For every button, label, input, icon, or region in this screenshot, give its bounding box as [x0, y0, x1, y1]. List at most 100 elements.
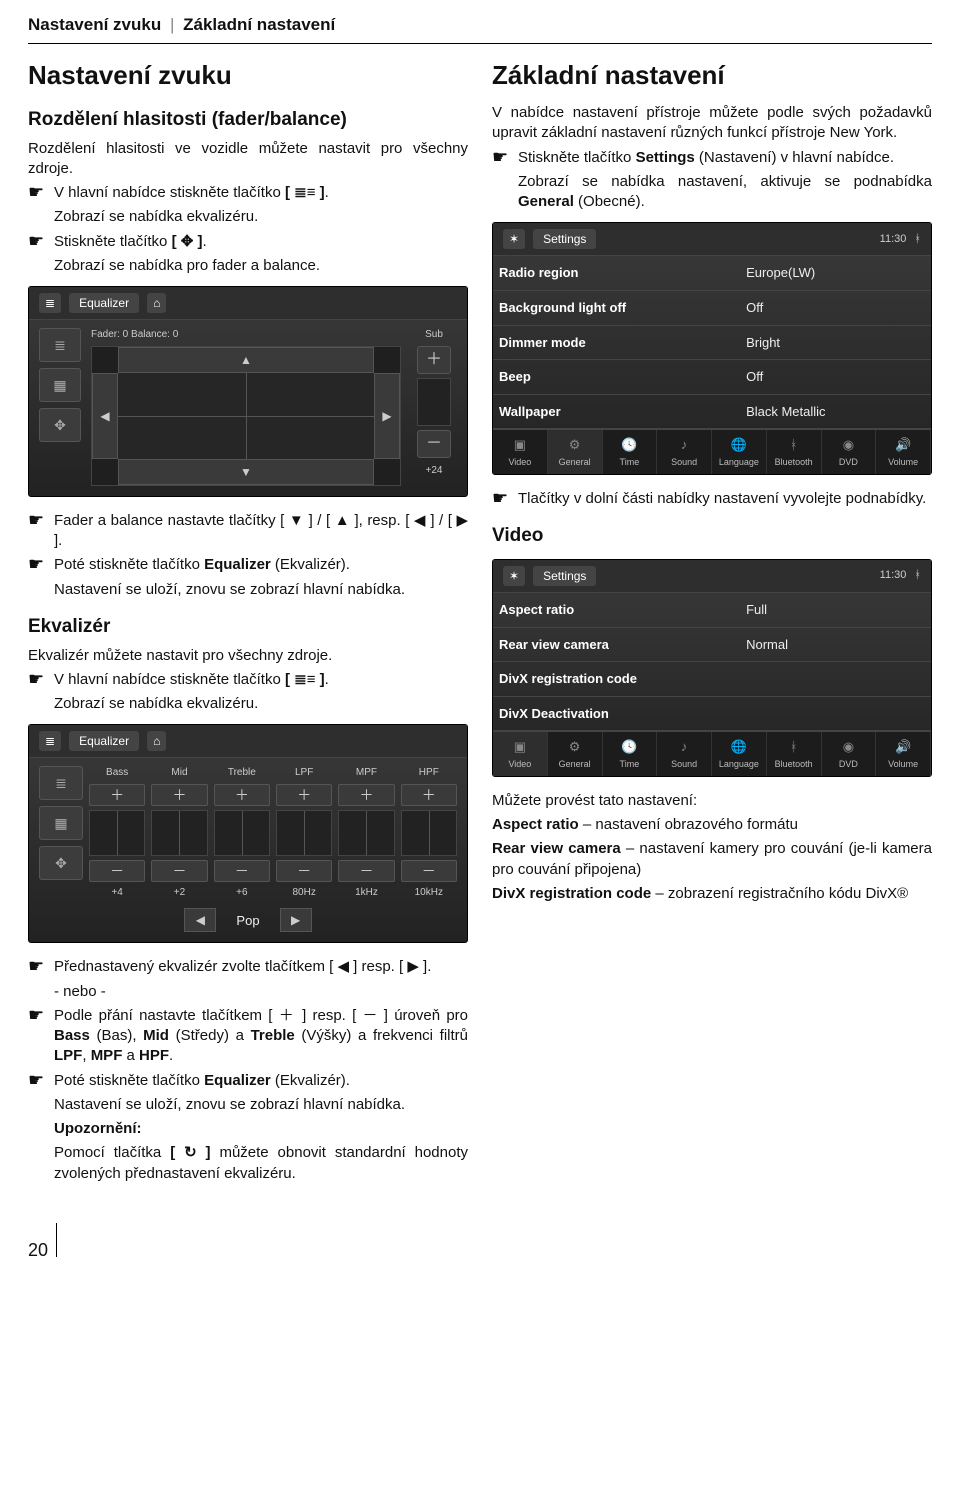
- fader-step-2: Stiskněte tlačítko [ ✥ ].: [54, 232, 468, 252]
- eq-preset-step: Přednastavený ekvalizér zvolte tlačítkem…: [54, 957, 468, 977]
- tab-general[interactable]: ⚙General: [548, 430, 603, 474]
- screen-title[interactable]: Equalizer: [69, 731, 139, 751]
- tab-language[interactable]: 🌐Language: [712, 430, 767, 474]
- eq-saved: Nastavení se uloží, znovu se zobrazí hla…: [54, 1095, 468, 1115]
- video-heading: Video: [492, 523, 932, 549]
- tab-dvd[interactable]: ◉DVD: [822, 732, 877, 776]
- eq-track[interactable]: [338, 810, 394, 856]
- tab-bluetooth[interactable]: ᚼBluetooth: [767, 430, 822, 474]
- tab-label: Volume: [888, 758, 918, 770]
- clock: 11:30: [880, 568, 907, 583]
- settings-row[interactable]: Dimmer modeBright: [493, 326, 931, 361]
- sub-track[interactable]: [417, 378, 451, 426]
- plus-button[interactable]: ＋: [338, 784, 394, 806]
- settings-row[interactable]: Radio regionEurope(LW): [493, 256, 931, 291]
- preset-icon[interactable]: ▦: [39, 806, 83, 840]
- home-icon[interactable]: ⌂: [147, 293, 166, 313]
- language-icon: 🌐: [731, 738, 747, 756]
- tab-sound[interactable]: ♪Sound: [657, 732, 712, 776]
- tab-sound[interactable]: ♪Sound: [657, 430, 712, 474]
- right-sub: Zobrazí se nabídka nastavení, aktivuje s…: [518, 172, 932, 213]
- right-heading: Základní nastavení: [492, 58, 932, 93]
- preset-icon[interactable]: ▦: [39, 368, 81, 402]
- plus-button[interactable]: ＋: [401, 784, 457, 806]
- arrow-right-icon[interactable]: ▶: [280, 908, 312, 932]
- eq-track[interactable]: [89, 810, 145, 856]
- minus-button[interactable]: －: [401, 860, 457, 882]
- minus-button[interactable]: －: [151, 860, 207, 882]
- general-icon: ⚙: [569, 436, 581, 454]
- tab-label: Bluetooth: [775, 758, 813, 770]
- settings-row[interactable]: WallpaperBlack Metallic: [493, 395, 931, 430]
- tab-label: Volume: [888, 456, 918, 468]
- plus-button[interactable]: ＋: [89, 784, 145, 806]
- eq-track[interactable]: [214, 810, 270, 856]
- tabs-step: Tlačítky v dolní části nabídky nastavení…: [518, 489, 932, 509]
- tab-dvd[interactable]: ◉DVD: [822, 430, 877, 474]
- tab-volume[interactable]: 🔊Volume: [876, 732, 931, 776]
- tab-volume[interactable]: 🔊 Volume: [876, 430, 931, 474]
- arrow-right-icon[interactable]: ▶: [374, 373, 400, 459]
- plus-button[interactable]: ＋: [417, 346, 451, 374]
- tab-video[interactable]: ▣Video: [493, 430, 548, 474]
- eq-pm-step: Podle přání nastavte tlačítkem [ ＋ ] res…: [54, 1006, 468, 1067]
- preset-icon[interactable]: ✥: [39, 846, 83, 880]
- right-column: Základní nastavení V nabídce nastavení p…: [492, 58, 932, 1188]
- settings-row[interactable]: Aspect ratioFull: [493, 593, 931, 628]
- tab-label: Time: [620, 456, 640, 468]
- minus-button[interactable]: －: [338, 860, 394, 882]
- settings-row[interactable]: DivX registration code: [493, 662, 931, 697]
- minus-button[interactable]: －: [214, 860, 270, 882]
- eq-icon: [ ≣≡ ]: [285, 671, 325, 688]
- settings-row[interactable]: DivX Deactivation: [493, 697, 931, 732]
- dvd-icon: ◉: [843, 436, 854, 454]
- arrow-up-icon[interactable]: ▲: [118, 347, 374, 373]
- fader-icon: [ ✥ ]: [172, 233, 203, 250]
- settings-row[interactable]: Background light offOff: [493, 291, 931, 326]
- fader-value-label: Fader: 0 Balance: 0: [91, 328, 401, 342]
- preset-icon[interactable]: ≣: [39, 766, 83, 800]
- screen-title[interactable]: Settings: [533, 566, 596, 586]
- left-column: Nastavení zvuku Rozdělení hlasitosti (fa…: [28, 58, 468, 1188]
- eq-track[interactable]: [151, 810, 207, 856]
- plus-button[interactable]: ＋: [151, 784, 207, 806]
- back-icon[interactable]: ✶: [503, 566, 525, 586]
- eq-col-label: HPF: [419, 766, 439, 780]
- fader-cross[interactable]: ▲ ◀ ▶ ▼: [91, 346, 401, 486]
- settings-row[interactable]: Rear view cameraNormal: [493, 628, 931, 663]
- bluetooth-icon: ᚼ: [790, 738, 798, 756]
- back-icon[interactable]: ✶: [503, 229, 525, 249]
- home-icon[interactable]: ⌂: [147, 731, 166, 751]
- tab-label: Time: [620, 758, 640, 770]
- tab-time[interactable]: 🕓Time: [603, 430, 658, 474]
- screen-title[interactable]: Settings: [533, 229, 596, 249]
- tab-video[interactable]: ▣Video: [493, 732, 548, 776]
- eq-track[interactable]: [276, 810, 332, 856]
- eq-track[interactable]: [401, 810, 457, 856]
- tab-label: Language: [719, 758, 759, 770]
- tab-bluetooth[interactable]: ᚼ Bluetooth: [767, 732, 822, 776]
- arrow-left-icon[interactable]: ◀: [184, 908, 216, 932]
- back-icon[interactable]: ≣: [39, 293, 61, 313]
- tab-time[interactable]: 🕓Time: [603, 732, 658, 776]
- eq-save-step: Poté stiskněte tlačítko Equalizer (Ekval…: [54, 1071, 468, 1091]
- eq-col-label: LPF: [295, 766, 313, 780]
- tab-general[interactable]: ⚙General: [548, 732, 603, 776]
- hand-icon: ☛: [28, 670, 46, 688]
- plus-button[interactable]: ＋: [214, 784, 270, 806]
- plus-button[interactable]: ＋: [276, 784, 332, 806]
- eq-col-value: 80Hz: [292, 886, 315, 900]
- arrow-left-icon[interactable]: ◀: [92, 373, 118, 459]
- arrow-down-icon[interactable]: ▼: [118, 459, 374, 485]
- preset-icon[interactable]: ≣: [39, 328, 81, 362]
- back-icon[interactable]: ≣: [39, 731, 61, 751]
- settings-row[interactable]: BeepOff: [493, 360, 931, 395]
- volume-icon: 🔊: [895, 436, 911, 454]
- tab-language[interactable]: 🌐 Language: [712, 732, 767, 776]
- minus-button[interactable]: －: [89, 860, 145, 882]
- minus-button[interactable]: －: [417, 430, 451, 458]
- screen-title[interactable]: Equalizer: [69, 293, 139, 313]
- minus-button[interactable]: －: [276, 860, 332, 882]
- hand-icon: ☛: [28, 183, 46, 201]
- preset-icon[interactable]: ✥: [39, 408, 81, 442]
